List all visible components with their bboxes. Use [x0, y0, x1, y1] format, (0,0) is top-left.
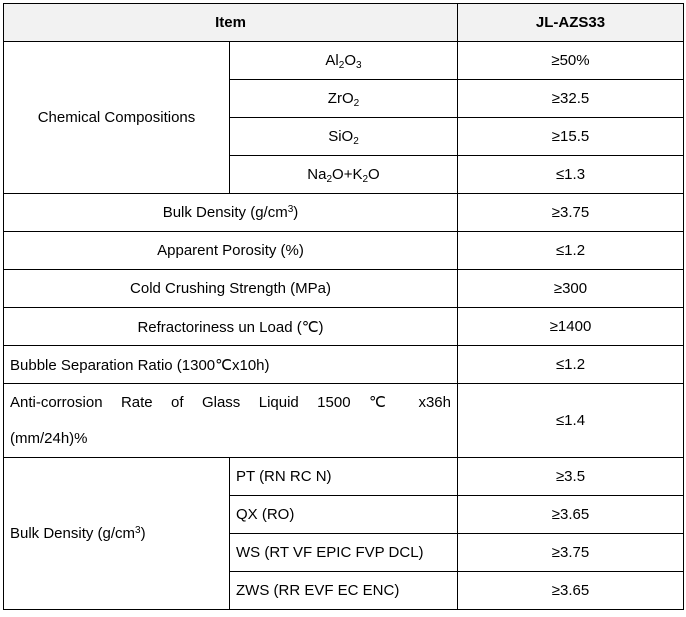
chem-row: Chemical Compositions Al2O3 ≥50%	[3, 41, 684, 194]
chem-formula: Na2O+K2O	[229, 155, 458, 194]
chem-label: Chemical Compositions	[3, 41, 230, 194]
anticorrosion-line1: Anti-corrosion Rate of Glass Liquid 1500…	[10, 393, 451, 411]
type-name: ZWS (RR EVF EC ENC)	[229, 571, 458, 610]
chem-formula: Al2O3	[229, 41, 458, 80]
header-row: Item JL-AZS33	[3, 3, 684, 42]
chem-formula: ZrO2	[229, 79, 458, 118]
crushing-label: Cold Crushing Strength (MPa)	[3, 269, 458, 308]
spec-table: Item JL-AZS33 Chemical Compositions Al2O…	[3, 3, 684, 610]
bulk-density-value: ≥3.75	[457, 193, 684, 232]
type-row: QX (RO) ≥3.65	[4, 495, 684, 534]
type-value: ≥3.75	[457, 533, 684, 572]
chem-value: ≥32.5	[457, 79, 684, 118]
refractoriness-value: ≥1400	[457, 307, 684, 346]
chem-formula: SiO2	[229, 117, 458, 156]
header-grade: JL-AZS33	[457, 3, 684, 42]
type-name: PT (RN RC N)	[229, 457, 458, 496]
anticorrosion-line2: (mm/24h)%	[10, 429, 88, 447]
type-value: ≥3.5	[457, 457, 684, 496]
crushing-row: Cold Crushing Strength (MPa) ≥300	[3, 269, 684, 308]
chem-value: ≤1.3	[457, 155, 684, 194]
refractoriness-label: Refractoriness un Load (℃)	[3, 307, 458, 346]
type-value: ≥3.65	[457, 571, 684, 610]
chem-row: SiO2 ≥15.5	[4, 117, 684, 156]
porosity-label: Apparent Porosity (%)	[3, 231, 458, 270]
anticorrosion-value: ≤1.4	[457, 383, 684, 458]
porosity-row: Apparent Porosity (%) ≤1.2	[3, 231, 684, 270]
porosity-value: ≤1.2	[457, 231, 684, 270]
bubble-value: ≤1.2	[457, 345, 684, 384]
type-row: Bulk Density (g/cm3) PT (RN RC N) ≥3.5	[3, 457, 684, 610]
header-item: Item	[3, 3, 458, 42]
bubble-row: Bubble Separation Ratio (1300℃x10h) ≤1.2	[3, 345, 684, 384]
type-value: ≥3.65	[457, 495, 684, 534]
type-row: ZWS (RR EVF EC ENC) ≥3.65	[4, 571, 684, 610]
bulk-density-row: Bulk Density (g/cm3) ≥3.75	[3, 193, 684, 232]
chem-value: ≥15.5	[457, 117, 684, 156]
anticorrosion-row: Anti-corrosion Rate of Glass Liquid 1500…	[3, 383, 684, 458]
type-row: WS (RT VF EPIC FVP DCL) ≥3.75	[4, 533, 684, 572]
anticorrosion-label: Anti-corrosion Rate of Glass Liquid 1500…	[3, 383, 458, 458]
type-name: QX (RO)	[229, 495, 458, 534]
chem-row: Na2O+K2O ≤1.3	[4, 155, 684, 194]
chem-value: ≥50%	[457, 41, 684, 80]
type-name: WS (RT VF EPIC FVP DCL)	[229, 533, 458, 572]
bulk-density-label: Bulk Density (g/cm3)	[3, 193, 458, 232]
bulk-type-label: Bulk Density (g/cm3)	[3, 457, 230, 610]
crushing-value: ≥300	[457, 269, 684, 308]
bubble-label: Bubble Separation Ratio (1300℃x10h)	[3, 345, 458, 384]
refractoriness-row: Refractoriness un Load (℃) ≥1400	[3, 307, 684, 346]
chem-row: ZrO2 ≥32.5	[4, 79, 684, 118]
